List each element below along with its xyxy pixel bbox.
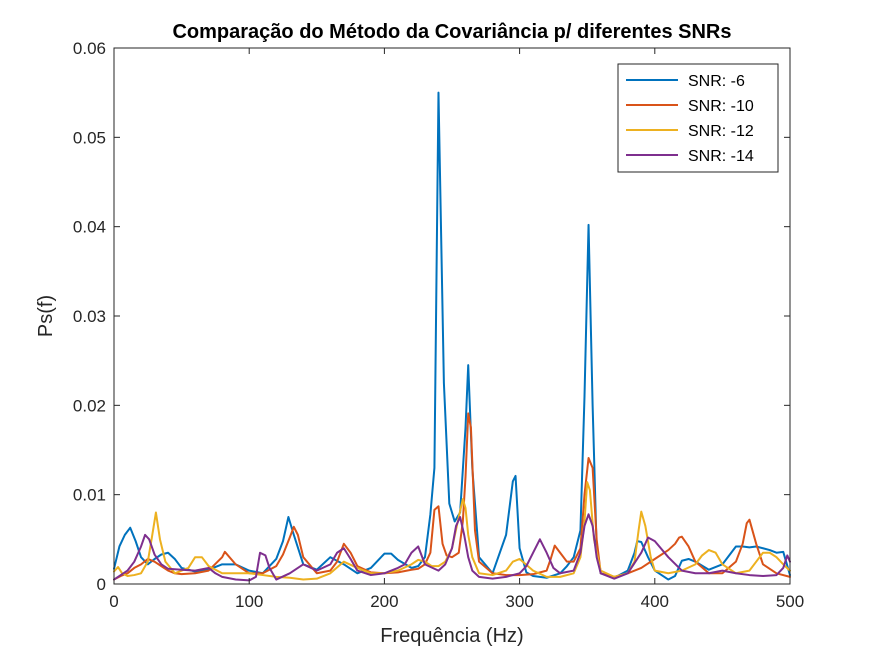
series-line-2 bbox=[113, 412, 791, 581]
y-tick-label: 0.01 bbox=[73, 486, 106, 505]
x-tick-label: 100 bbox=[235, 592, 263, 611]
legend-label-4: SNR: -14 bbox=[688, 148, 754, 165]
x-tick-label: 0 bbox=[109, 592, 118, 611]
x-tick-label: 500 bbox=[776, 592, 804, 611]
plot-frame bbox=[113, 47, 791, 585]
legend-label-3: SNR: -12 bbox=[688, 123, 754, 140]
series-line-3 bbox=[113, 481, 791, 581]
y-tick-label: 0.06 bbox=[73, 39, 106, 58]
y-tick-label: 0.03 bbox=[73, 307, 106, 326]
ticks-layer: 0 100 200 300 400 500 0 0.01 0.02 0.03 0.04 0.05 0.0… bbox=[73, 39, 804, 611]
x-tick-label: 400 bbox=[641, 592, 669, 611]
series-line-1 bbox=[113, 91, 791, 581]
y-tick-label: 0.05 bbox=[73, 128, 106, 147]
x-axis-label: Frequência (Hz) bbox=[380, 625, 523, 647]
y-tick-label: 0.02 bbox=[73, 396, 106, 415]
y-tick-label: 0.04 bbox=[73, 218, 106, 237]
series-line-4 bbox=[113, 513, 791, 582]
legend-label-2: SNR: -10 bbox=[688, 98, 754, 115]
legend: SNR: -6 SNR: -10 SNR: -12 SNR: -14 bbox=[617, 63, 779, 173]
x-tick-label: 300 bbox=[505, 592, 533, 611]
x-tick-label: 200 bbox=[370, 592, 398, 611]
y-tick-label: 0 bbox=[97, 575, 106, 594]
chart-title: Comparação do Método da Covariância p/ d… bbox=[172, 21, 731, 43]
y-axis-label: Ps(f) bbox=[35, 295, 57, 337]
legend-label-1: SNR: -6 bbox=[688, 73, 745, 90]
series-layer bbox=[113, 91, 791, 582]
